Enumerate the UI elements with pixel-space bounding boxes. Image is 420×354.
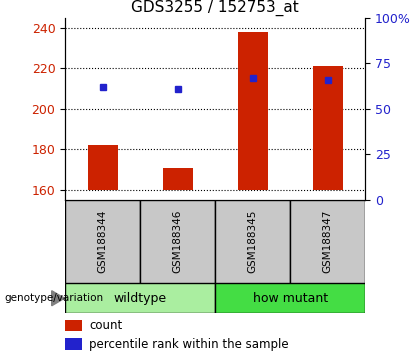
Bar [140,200,215,283]
Bar [65,320,81,331]
Text: genotype/variation: genotype/variation [4,293,103,303]
Bar [313,66,343,190]
Bar [215,200,290,283]
Polygon shape [52,291,65,306]
Bar [65,283,215,313]
Text: wildtype: wildtype [114,292,167,305]
Bar [88,145,118,190]
Bar [65,338,81,350]
Text: GSM188347: GSM188347 [323,210,333,273]
Bar [290,200,365,283]
Text: GSM188345: GSM188345 [248,210,258,273]
Bar [163,167,193,190]
Bar [238,32,268,190]
Text: how mutant: how mutant [253,292,328,305]
Title: GDS3255 / 152753_at: GDS3255 / 152753_at [131,0,299,16]
Text: count: count [89,319,122,332]
Bar [65,200,140,283]
Text: percentile rank within the sample: percentile rank within the sample [89,338,289,351]
Text: GSM188346: GSM188346 [173,210,183,273]
Bar [215,283,365,313]
Text: GSM188344: GSM188344 [97,210,108,273]
